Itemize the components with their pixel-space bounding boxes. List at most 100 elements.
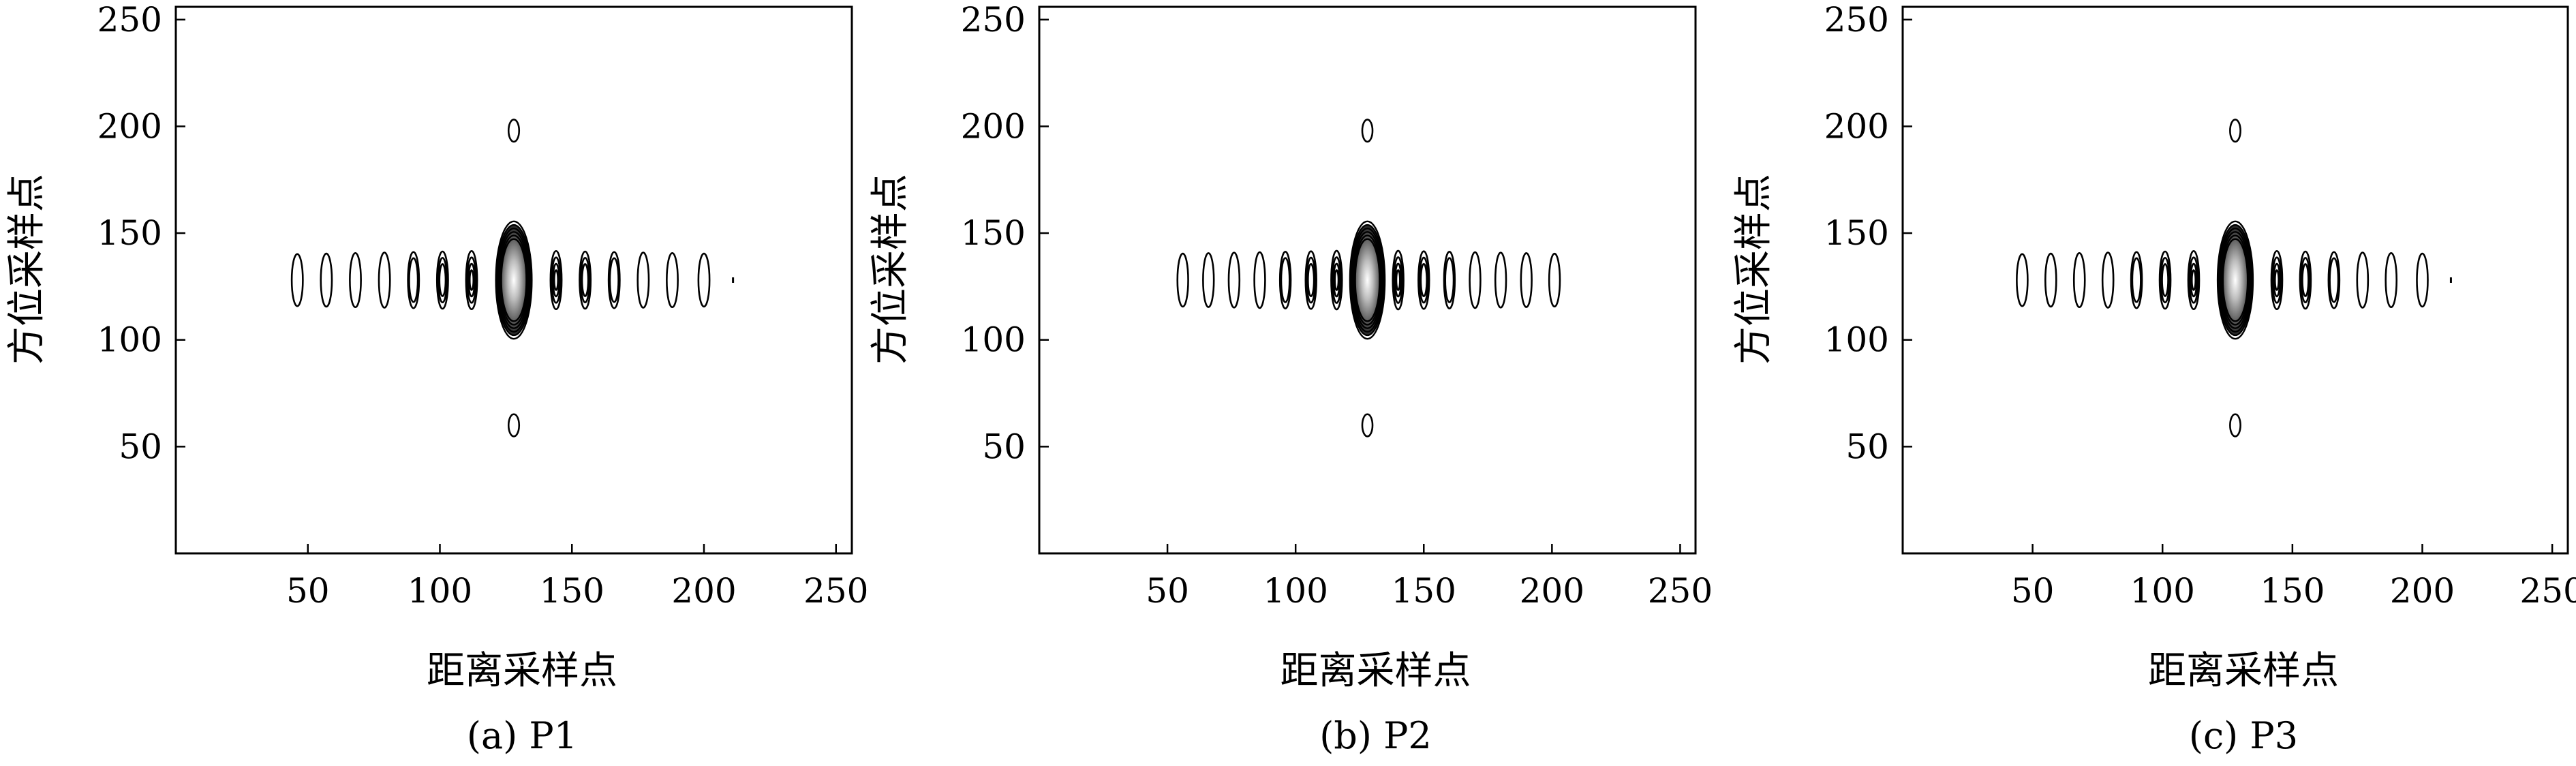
range-sidelobe (435, 250, 449, 310)
contour-line (697, 252, 711, 308)
x-tick-label: 250 (2519, 571, 2576, 611)
range-sidelobe (1494, 251, 1507, 309)
contour-line (2044, 252, 2057, 308)
y-tick-label: 100 (1824, 320, 1889, 360)
contour-line (2222, 238, 2249, 322)
contour-line (2299, 250, 2312, 310)
azimuth-sidelobe (1361, 413, 1374, 438)
contour-line (1176, 252, 1189, 308)
y-tick-label: 150 (1824, 213, 1889, 253)
contour-line (1420, 262, 1428, 298)
plot-frame (174, 5, 853, 555)
y-tick-label: 100 (97, 320, 162, 360)
contour-line (1353, 234, 1382, 326)
range-sidelobe (1304, 250, 1317, 310)
x-tick-label: 250 (1648, 571, 1713, 611)
mainlobe (495, 220, 533, 340)
contour-line (495, 220, 533, 340)
range-sidelobe (2101, 251, 2115, 309)
contour-line (1351, 227, 1384, 333)
contour-line (552, 262, 560, 298)
mainlobe-fill (497, 224, 531, 336)
contour-line (2327, 251, 2341, 309)
contour-line (1418, 256, 1429, 304)
contour-line (2216, 220, 2254, 340)
y-tick-label: 50 (1845, 427, 1889, 466)
contour-line (1443, 251, 1456, 309)
range-sidelobe (1443, 251, 1456, 309)
mainlobe-fill (2218, 224, 2252, 336)
contour-line (1394, 262, 1402, 298)
y-tick-label: 200 (97, 106, 162, 146)
contour-line (1393, 256, 1404, 304)
contour-line (1548, 252, 1561, 308)
azimuth-sidelobe (507, 119, 521, 143)
range-sidelobe (1469, 251, 1482, 309)
range-sidelobe (320, 252, 333, 308)
contour-line (499, 234, 529, 326)
range-sidelobe (2187, 249, 2201, 311)
range-sidelobe (607, 251, 621, 309)
contour-line (1304, 250, 1317, 310)
contour-line (1253, 251, 1266, 309)
contour-line (2187, 249, 2201, 311)
range-sidelobe (637, 251, 650, 309)
contour-line (496, 224, 532, 337)
range-sidelobe (2130, 251, 2143, 309)
contour-line (553, 269, 559, 291)
y-tick-label: 200 (961, 106, 1026, 146)
contour-line (465, 249, 478, 311)
contour-line (2158, 250, 2172, 310)
contour-line (2131, 257, 2142, 303)
x-tick-label: 50 (286, 571, 330, 611)
contour-line (290, 253, 304, 307)
contour-line (2218, 227, 2252, 333)
contour-line (2188, 256, 2199, 304)
x-tick-label: 50 (1146, 571, 1189, 611)
range-sidelobe (407, 251, 420, 309)
contour-line (1280, 257, 1291, 303)
contour-line (579, 256, 591, 304)
contour-line (320, 252, 333, 308)
y-axis-title: 方位采样点 (1732, 174, 1776, 365)
range-sidelobe (378, 251, 391, 309)
contour-line (1352, 231, 1383, 329)
contour-line (607, 251, 621, 309)
range-sidelobe (1227, 251, 1241, 309)
contour-line (2101, 251, 2115, 309)
contour-line (666, 251, 679, 309)
range-sidelobe (1176, 252, 1189, 308)
contour-line (2130, 251, 2143, 309)
contour-line (1469, 251, 1482, 309)
y-tick-label: 100 (961, 320, 1026, 360)
range-sidelobe (1253, 251, 1266, 309)
contour-line (349, 251, 362, 309)
range-sidelobe (2044, 252, 2057, 308)
range-sidelobe (1278, 251, 1292, 309)
contour-line (549, 249, 563, 311)
contour-line (2218, 224, 2253, 337)
contour-line (1494, 251, 1507, 309)
x-axis-title: 距离采样点 (2148, 649, 2339, 693)
range-sidelobe (549, 249, 563, 311)
azimuth-sidelobe (2229, 413, 2241, 438)
contour-line (1330, 249, 1343, 311)
chart-panel-2: 50 100 150 200 250 50 100 150 200 250 距离采样点 方位采样点 (b… (868, 0, 1713, 757)
y-tick-label: 250 (1824, 0, 1889, 40)
azimuth-sidelobe (1361, 119, 1374, 143)
contour-line (2190, 269, 2197, 291)
x-tick-label: 50 (2011, 571, 2055, 611)
range-sidelobe (290, 253, 304, 307)
chart-panel-3: 50 100 150 200 250 50 100 150 200 250 距离采样点 方位采样点 (c… (1732, 0, 2576, 757)
y-tick-label: 50 (119, 427, 162, 466)
contour-line (2190, 262, 2198, 298)
contour-line (1278, 251, 1292, 309)
contour-line (498, 231, 530, 329)
contour-line (2300, 256, 2311, 304)
contour-line (438, 263, 447, 297)
contour-line (1349, 220, 1386, 340)
contour-line (2270, 249, 2284, 311)
contour-line (1392, 249, 1405, 311)
range-sidelobe (666, 251, 679, 309)
